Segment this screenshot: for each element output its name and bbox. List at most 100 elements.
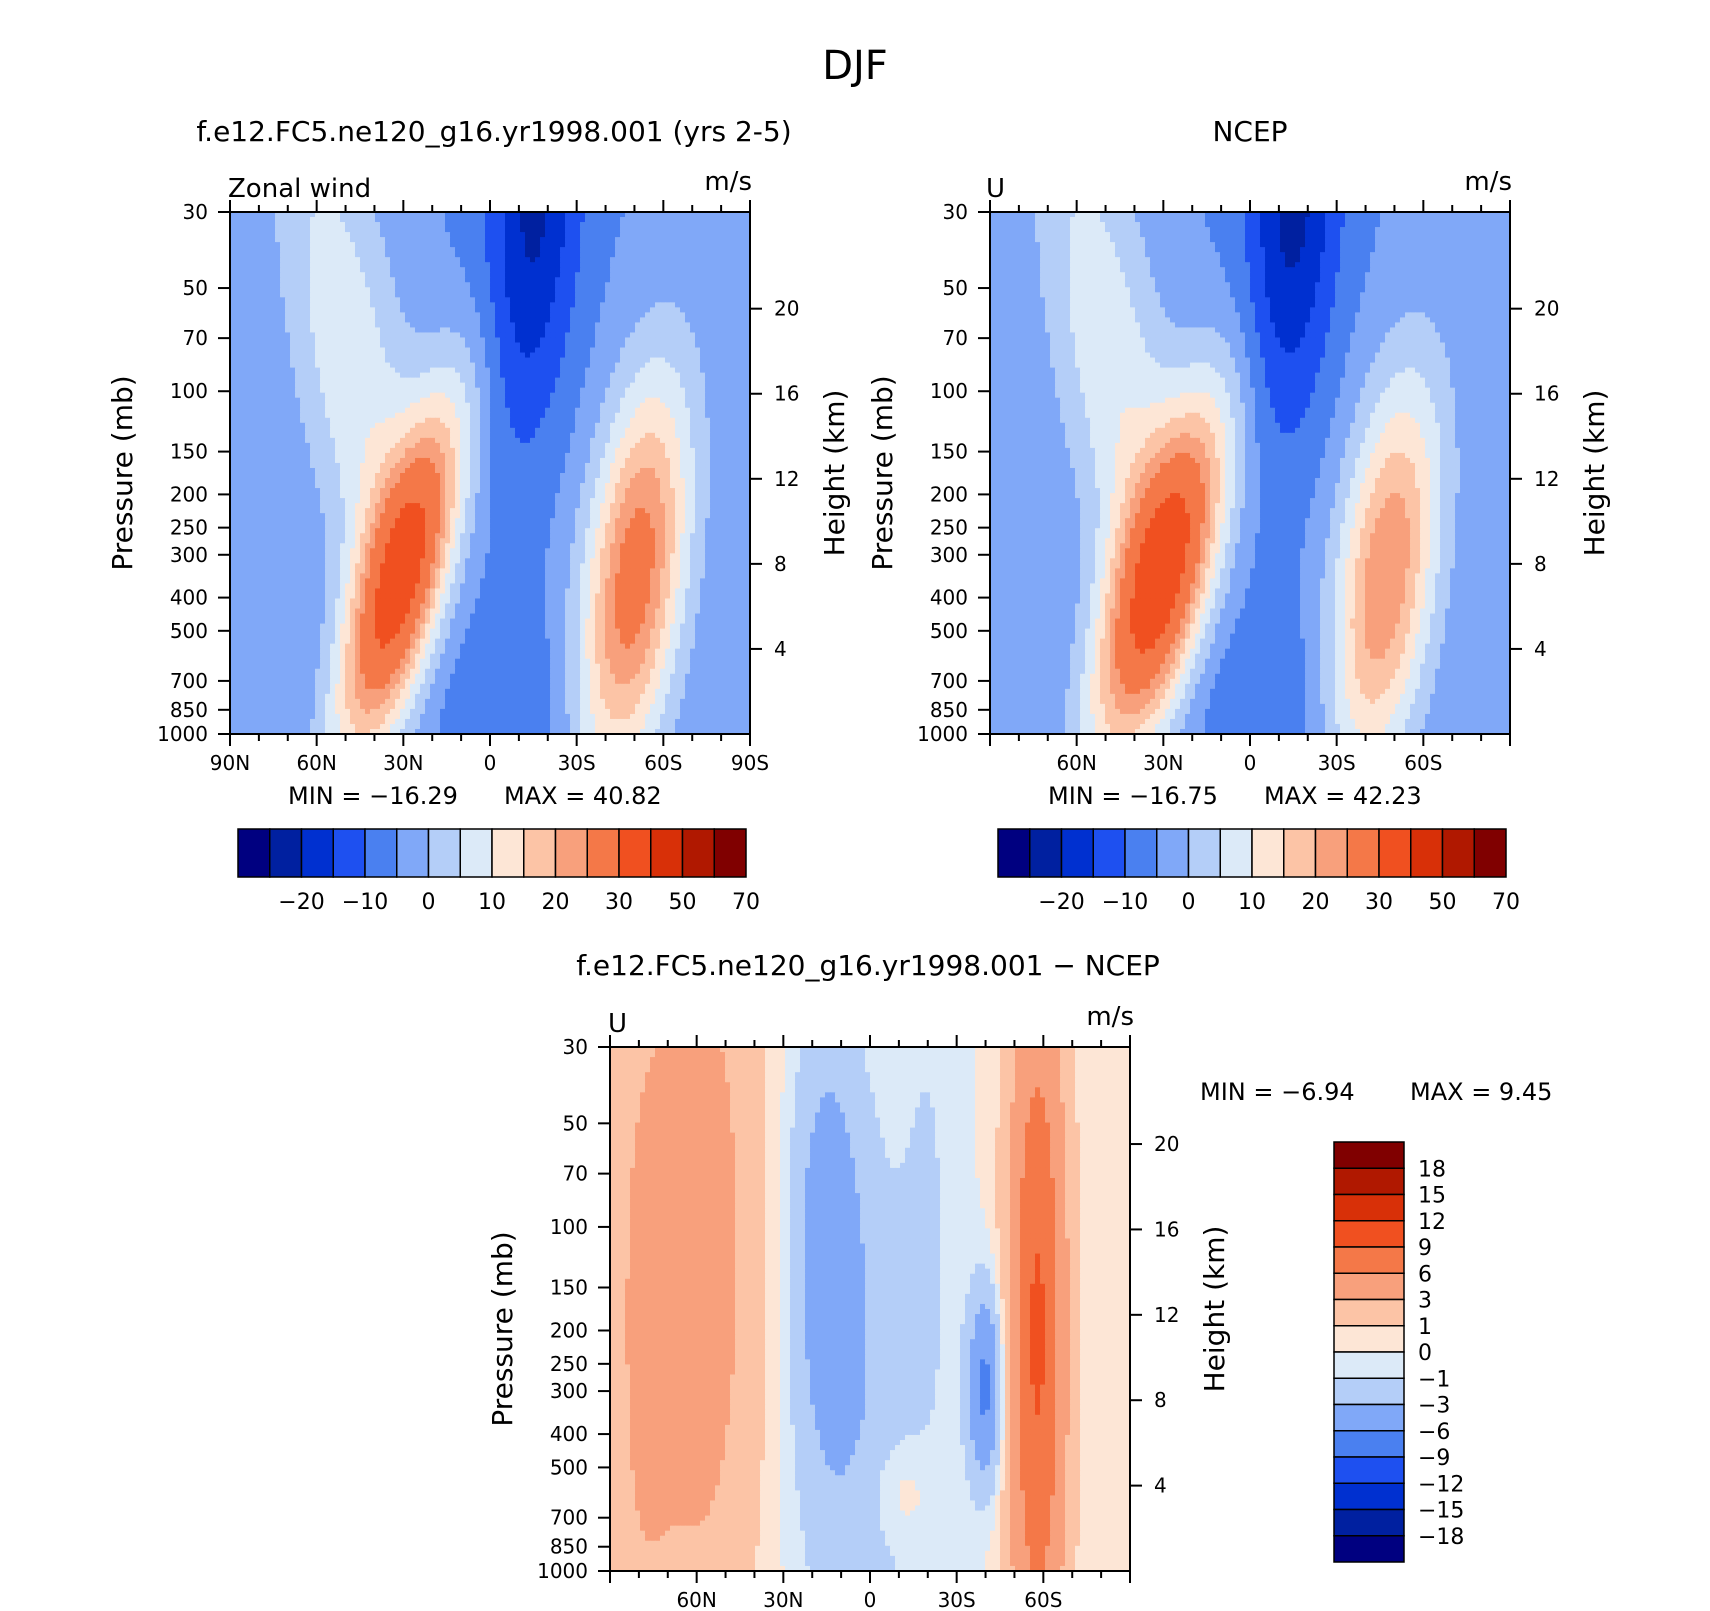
field-cell xyxy=(295,382,301,389)
field-cell xyxy=(340,417,346,424)
field-cell xyxy=(375,252,381,258)
field-cell xyxy=(320,302,326,308)
field-cell xyxy=(460,357,466,364)
field-cell xyxy=(285,412,291,419)
field-cell xyxy=(440,217,446,223)
field-cell xyxy=(545,442,551,449)
field-cell xyxy=(655,297,661,303)
field-cell xyxy=(620,317,626,324)
field-cell xyxy=(430,437,436,444)
field-cell xyxy=(570,347,576,354)
field-cell xyxy=(265,257,271,263)
field-cell xyxy=(245,247,251,253)
field-cell xyxy=(450,412,456,419)
field-cell xyxy=(375,322,381,329)
field-cell xyxy=(360,237,366,243)
field-cell xyxy=(705,362,711,369)
field-cell xyxy=(270,302,276,308)
field-cell xyxy=(525,322,531,329)
field-cell xyxy=(725,357,731,364)
field-cell xyxy=(255,332,261,339)
field-cell xyxy=(680,337,686,344)
field-cell xyxy=(690,347,696,354)
field-cell xyxy=(255,397,261,404)
field-cell xyxy=(335,442,341,449)
field-cell xyxy=(445,342,451,349)
field-cell xyxy=(385,297,391,303)
field-cell xyxy=(440,427,446,434)
field-cell xyxy=(505,212,511,218)
field-cell xyxy=(300,402,306,409)
field-cell xyxy=(450,312,456,318)
field-cell xyxy=(715,442,721,449)
field-cell xyxy=(390,397,396,404)
field-cell xyxy=(340,422,346,429)
field-cell xyxy=(570,227,576,233)
field-cell xyxy=(410,372,416,379)
field-cell xyxy=(315,397,321,404)
field-cell xyxy=(385,252,391,258)
field-cell xyxy=(615,347,621,354)
field-cell xyxy=(640,212,646,218)
field-cell xyxy=(420,312,426,318)
field-cell xyxy=(590,247,596,253)
field-cell xyxy=(280,377,286,384)
field-cell xyxy=(470,242,476,248)
field-cell xyxy=(450,272,456,278)
field-cell xyxy=(700,287,706,293)
field-cell xyxy=(640,432,646,439)
field-cell xyxy=(335,242,341,248)
field-cell xyxy=(670,257,676,263)
field-cell xyxy=(510,382,516,389)
field-cell xyxy=(515,287,521,293)
field-cell xyxy=(740,272,746,278)
field-cell xyxy=(650,257,656,263)
field-cell xyxy=(675,237,681,243)
field-cell xyxy=(270,422,276,429)
field-cell xyxy=(530,367,536,374)
field-cell xyxy=(230,302,236,308)
field-cell xyxy=(630,212,636,218)
field-cell xyxy=(560,447,566,454)
field-cell xyxy=(415,242,421,248)
field-cell xyxy=(530,417,536,424)
field-cell xyxy=(610,432,616,439)
field-cell xyxy=(595,267,601,273)
field-cell xyxy=(300,242,306,248)
field-cell xyxy=(670,347,676,354)
field-cell xyxy=(595,422,601,429)
field-cell xyxy=(630,412,636,419)
field-cell xyxy=(715,367,721,374)
field-cell xyxy=(335,312,341,318)
field-cell xyxy=(260,307,266,313)
field-cell xyxy=(245,267,251,273)
field-cell xyxy=(635,282,641,288)
field-cell xyxy=(660,432,666,439)
field-cell xyxy=(550,217,556,223)
field-cell xyxy=(555,402,561,409)
field-cell xyxy=(415,412,421,419)
field-cell xyxy=(320,292,326,298)
field-cell xyxy=(280,372,286,379)
field-cell xyxy=(525,342,531,349)
field-cell xyxy=(585,262,591,268)
field-cell xyxy=(240,347,246,354)
field-cell xyxy=(620,227,626,233)
field-cell xyxy=(365,277,371,283)
field-cell xyxy=(575,367,581,374)
field-cell xyxy=(730,312,736,318)
field-cell xyxy=(670,407,676,414)
field-cell xyxy=(300,262,306,268)
field-cell xyxy=(740,252,746,258)
field-cell xyxy=(230,247,236,253)
field-cell xyxy=(245,417,251,424)
field-cell xyxy=(265,387,271,394)
field-cell xyxy=(580,317,586,324)
field-cell xyxy=(335,222,341,228)
field-cell xyxy=(570,212,576,218)
field-cell xyxy=(575,412,581,419)
field-cell xyxy=(250,307,256,313)
field-cell xyxy=(640,227,646,233)
field-cell xyxy=(570,242,576,248)
field-cell xyxy=(260,302,266,308)
